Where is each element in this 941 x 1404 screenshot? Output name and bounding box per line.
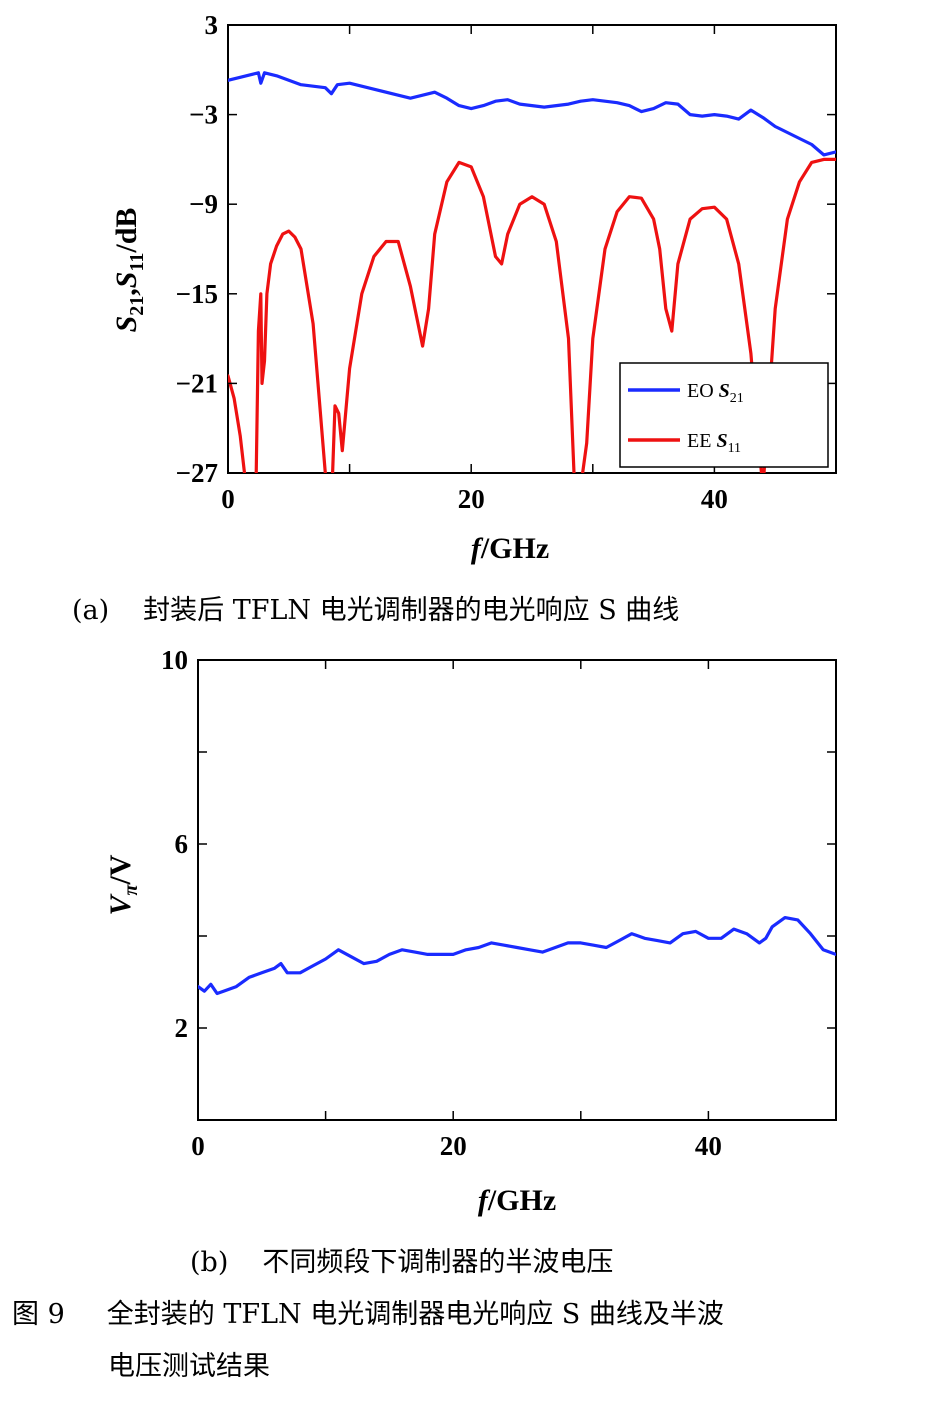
series-line-0: [228, 71, 836, 157]
legend-sub: 11: [728, 441, 741, 456]
figure-caption-2: 电压测试结果: [108, 1344, 270, 1383]
y-tick-label: 2: [175, 1013, 189, 1043]
axis-label-rest: /GHz: [487, 1184, 556, 1217]
legend-prefix: EE: [687, 430, 716, 452]
y-tick-label: 6: [175, 829, 189, 859]
chart-a-xlabel: f/GHz: [471, 532, 549, 565]
chart-b: 0 20 40 10 6 2 Vπ/V f/GHz: [104, 645, 837, 1217]
chart-b-ticks: 0 20 40 10 6 2: [161, 645, 836, 1161]
chart-a-ylabel: S21,S11/dB: [110, 208, 148, 333]
ylabel-comma: ,: [110, 288, 143, 296]
caption-b-text: 不同频段下调制器的半波电压: [262, 1247, 614, 1278]
legend-sub: 21: [730, 391, 744, 406]
chart-a: 0 20 403−3−9−15−21−27 S21,S11/dB f/GHz EO …: [110, 10, 837, 565]
y-tick-label: −3: [189, 100, 218, 130]
legend-sym: S: [716, 430, 727, 452]
ylabel-sub: 21: [126, 296, 148, 316]
ylabel-s2: S: [110, 272, 143, 289]
ylabel-v: V: [104, 892, 137, 915]
legend-sym: S: [719, 380, 730, 402]
ylabel-s: S: [110, 316, 143, 333]
ylabel-unit: /dB: [110, 208, 143, 254]
chart-b-xlabel: f/GHz: [478, 1184, 556, 1217]
ylabel-unit: /V: [104, 854, 137, 885]
figure-caption: 图 9 全封装的 TFLN 电光调制器电光响应 S 曲线及半波: [12, 1292, 724, 1331]
y-tick-label: −15: [176, 279, 218, 309]
x-tick-label: 0: [221, 484, 235, 514]
chart-a-series-group: [228, 71, 836, 473]
axis-label-sym: f: [471, 532, 484, 565]
chart-a-legend-box: [619, 362, 829, 468]
ylabel-pi: π: [120, 883, 142, 895]
caption-a: (a) 封装后 TFLN 电光调制器的电光响应 S 曲线: [72, 588, 679, 627]
axis-label-sym: f: [478, 1184, 491, 1217]
y-tick-label: −9: [189, 189, 218, 219]
x-tick-label: 0: [191, 1131, 205, 1161]
axis-label-rest: /GHz: [480, 532, 549, 565]
figure-caption-line2: 电压测试结果: [108, 1351, 270, 1382]
x-tick-label: 20: [458, 484, 485, 514]
series-line-0: [198, 916, 836, 996]
caption-b: (b) 不同频段下调制器的半波电压: [190, 1240, 613, 1279]
legend-label-1: EE S11: [687, 430, 741, 456]
chart-b-ylabel: Vπ/V: [104, 854, 142, 915]
figure-label: 图 9: [12, 1299, 65, 1330]
x-tick-label: 20: [440, 1131, 467, 1161]
x-tick-label: 40: [695, 1131, 722, 1161]
caption-a-text: 封装后 TFLN 电光调制器的电光响应 S 曲线: [143, 595, 680, 626]
legend-prefix: EO: [687, 380, 719, 402]
legend-label-0: EO S21: [687, 380, 744, 406]
series-line-1: [228, 157, 836, 473]
ylabel-sub2: 11: [126, 253, 148, 272]
figure-caption-line1: 全封装的 TFLN 电光调制器电光响应 S 曲线及半波: [106, 1299, 724, 1330]
chart-b-plot-area: [197, 659, 837, 1121]
x-tick-label: 40: [701, 484, 728, 514]
caption-b-panel: (b): [190, 1247, 229, 1278]
y-tick-label: −21: [176, 368, 218, 398]
caption-a-panel: (a): [72, 595, 110, 626]
y-tick-label: −27: [176, 458, 218, 488]
chart-b-series-group: [198, 916, 836, 996]
y-tick-label: 3: [205, 10, 219, 40]
y-tick-label: 10: [161, 645, 188, 675]
chart-a-ticks: 0 20 40 3 −3 −9 −15 −21 −27: [176, 10, 836, 514]
